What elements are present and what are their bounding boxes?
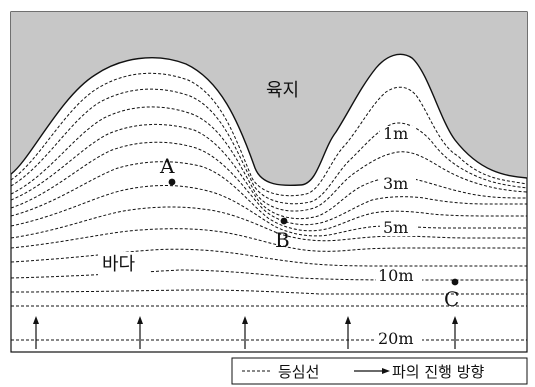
land-area <box>11 12 527 186</box>
point-b-dot <box>280 217 288 225</box>
contour-line <box>10 206 527 242</box>
point-a-label: A <box>159 154 175 178</box>
contour-line <box>10 123 528 220</box>
arrow-up-icon <box>345 316 351 349</box>
arrow-right-icon <box>354 368 390 374</box>
depth-label-3m: 3m <box>383 174 408 193</box>
arrow-up-icon <box>137 316 143 349</box>
label-mask <box>380 176 416 192</box>
contour-line <box>10 289 527 295</box>
point-a-dot <box>168 178 176 186</box>
point-c-dot <box>451 278 459 286</box>
contour-line <box>10 88 528 205</box>
contour-line <box>10 228 527 252</box>
legend: 등심선 파의 진행 방향 <box>231 357 528 385</box>
contour-line <box>10 72 528 197</box>
contour-line <box>10 185 527 237</box>
label-mask <box>380 220 416 236</box>
land-label: 육지 <box>266 80 299 101</box>
wave-arrows <box>33 316 458 349</box>
label-mask <box>98 252 150 276</box>
label-mask <box>376 330 422 346</box>
label-mask <box>380 126 416 142</box>
point-c-label: C <box>444 287 459 311</box>
depth-label-5m: 5m <box>383 218 408 237</box>
depth-label-10m: 10m <box>378 266 414 285</box>
contour-line <box>10 141 527 226</box>
label-mask <box>376 268 422 284</box>
depth-label-20m: 20m <box>378 329 414 348</box>
point-b-label: B <box>275 228 290 252</box>
arrow-up-icon <box>33 316 39 349</box>
legend-wave-label: 파의 진행 방향 <box>392 363 485 381</box>
legend-contour-label: 등심선 <box>278 363 319 381</box>
sea-label: 바다 <box>102 254 136 275</box>
depth-label-1m: 1m <box>383 124 408 143</box>
coastline <box>10 53 528 186</box>
arrow-up-icon <box>242 316 248 349</box>
arrow-up-icon <box>452 316 458 349</box>
